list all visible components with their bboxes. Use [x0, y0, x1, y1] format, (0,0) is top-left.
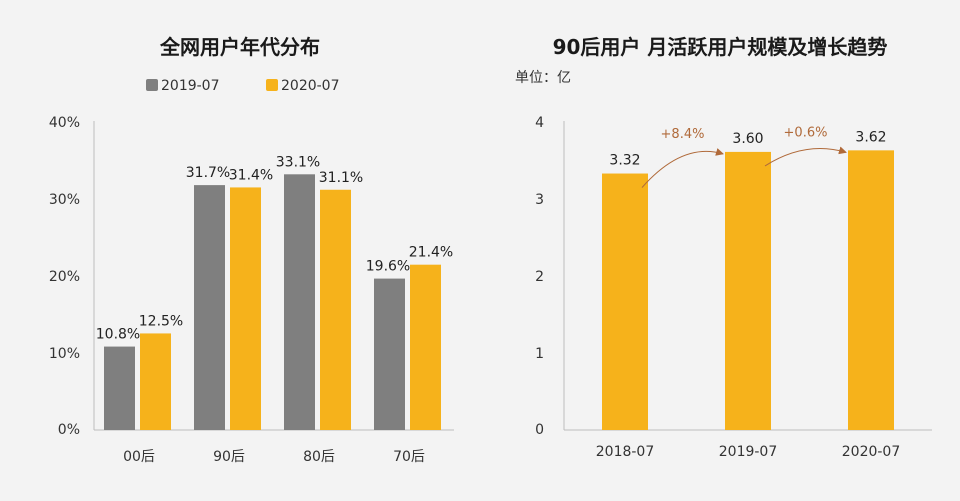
bar-2019-07-00后	[104, 346, 135, 430]
growth-arrow	[764, 146, 847, 167]
data-labels-group: 10.8%12.5% 31.7%31.4%33.1%31.1% 19.6%21.4%	[96, 154, 453, 342]
bars-group	[104, 174, 441, 430]
growth-arrows-group: +8.4% +0.6%	[641, 125, 847, 188]
bar-2020-07	[848, 150, 894, 431]
data-label: 31.7%	[186, 165, 230, 181]
data-label: 19.6%	[366, 259, 410, 275]
x-tick-label: 70后	[393, 449, 425, 465]
data-label: 21.4%	[409, 245, 453, 261]
mau-trend-svg: 90后用户 月活跃用户规模及增长趋势 单位：亿 4 3 2 1 0 2018-0…	[515, 35, 932, 460]
y-tick-label: 4	[535, 115, 544, 131]
bar-2019-07-70后	[374, 278, 405, 430]
chart-title: 90后用户 月活跃用户规模及增长趋势	[553, 35, 888, 59]
bar-2020-07-80后	[320, 189, 351, 430]
data-label: 10.8%	[96, 327, 140, 343]
data-label: 3.32	[609, 153, 640, 169]
data-label: 3.62	[855, 129, 886, 145]
data-label: 31.1%	[319, 170, 363, 186]
y-tick-label: 20%	[49, 269, 80, 285]
age-distribution-chart: 全网用户年代分布 2019-07 2020-07 40% 30% 20% 10%…	[49, 35, 454, 465]
legend-swatch-2019	[146, 79, 158, 91]
x-tick-label: 2020-07	[842, 444, 901, 460]
legend: 2019-07 2020-07	[146, 78, 340, 94]
legend-label-2019: 2019-07	[161, 78, 220, 94]
legend-label-2020: 2020-07	[281, 78, 340, 94]
growth-label: +0.6%	[784, 125, 828, 140]
data-label: 12.5%	[139, 313, 183, 329]
growth-arrow	[641, 148, 724, 188]
legend-swatch-2020	[266, 79, 278, 91]
x-tick-label: 80后	[303, 449, 335, 465]
data-label: 31.4%	[229, 167, 273, 183]
bar-2019-07-90后	[194, 185, 225, 430]
y-tick-label: 10%	[49, 346, 80, 362]
x-tick-label: 2018-07	[596, 444, 655, 460]
x-tick-label: 2019-07	[719, 444, 778, 460]
bar-2020-07-00后	[140, 333, 171, 430]
x-tick-label: 90后	[213, 449, 245, 465]
y-tick-label: 0	[535, 422, 544, 438]
bar-2019-07-80后	[284, 174, 315, 430]
data-label: 33.1%	[276, 154, 320, 170]
x-tick-label: 00后	[123, 449, 155, 465]
data-labels-group: 3.32 3.60 3.62	[609, 129, 886, 168]
y-tick-label: 0%	[58, 422, 80, 438]
y-tick-label: 3	[535, 192, 544, 208]
data-label: 3.60	[732, 131, 763, 147]
y-tick-label: 40%	[49, 115, 80, 131]
bars-group	[602, 150, 894, 431]
y-tick-label: 1	[535, 346, 544, 362]
y-tick-label: 30%	[49, 192, 80, 208]
unit-label: 单位：亿	[515, 70, 571, 86]
bar-2020-07-70后	[410, 264, 441, 430]
bar-2019-07	[725, 151, 771, 430]
chart-title: 全网用户年代分布	[159, 35, 320, 59]
bar-2018-07	[602, 173, 648, 430]
growth-label: +8.4%	[661, 127, 705, 142]
y-tick-label: 2	[535, 269, 544, 285]
mau-trend-chart: 90后用户 月活跃用户规模及增长趋势 单位：亿 4 3 2 1 0 2018-0…	[480, 0, 960, 501]
age-distribution-svg: 全网用户年代分布 2019-07 2020-07 40% 30% 20% 10%…	[49, 35, 454, 465]
bar-2020-07-90后	[230, 187, 261, 430]
